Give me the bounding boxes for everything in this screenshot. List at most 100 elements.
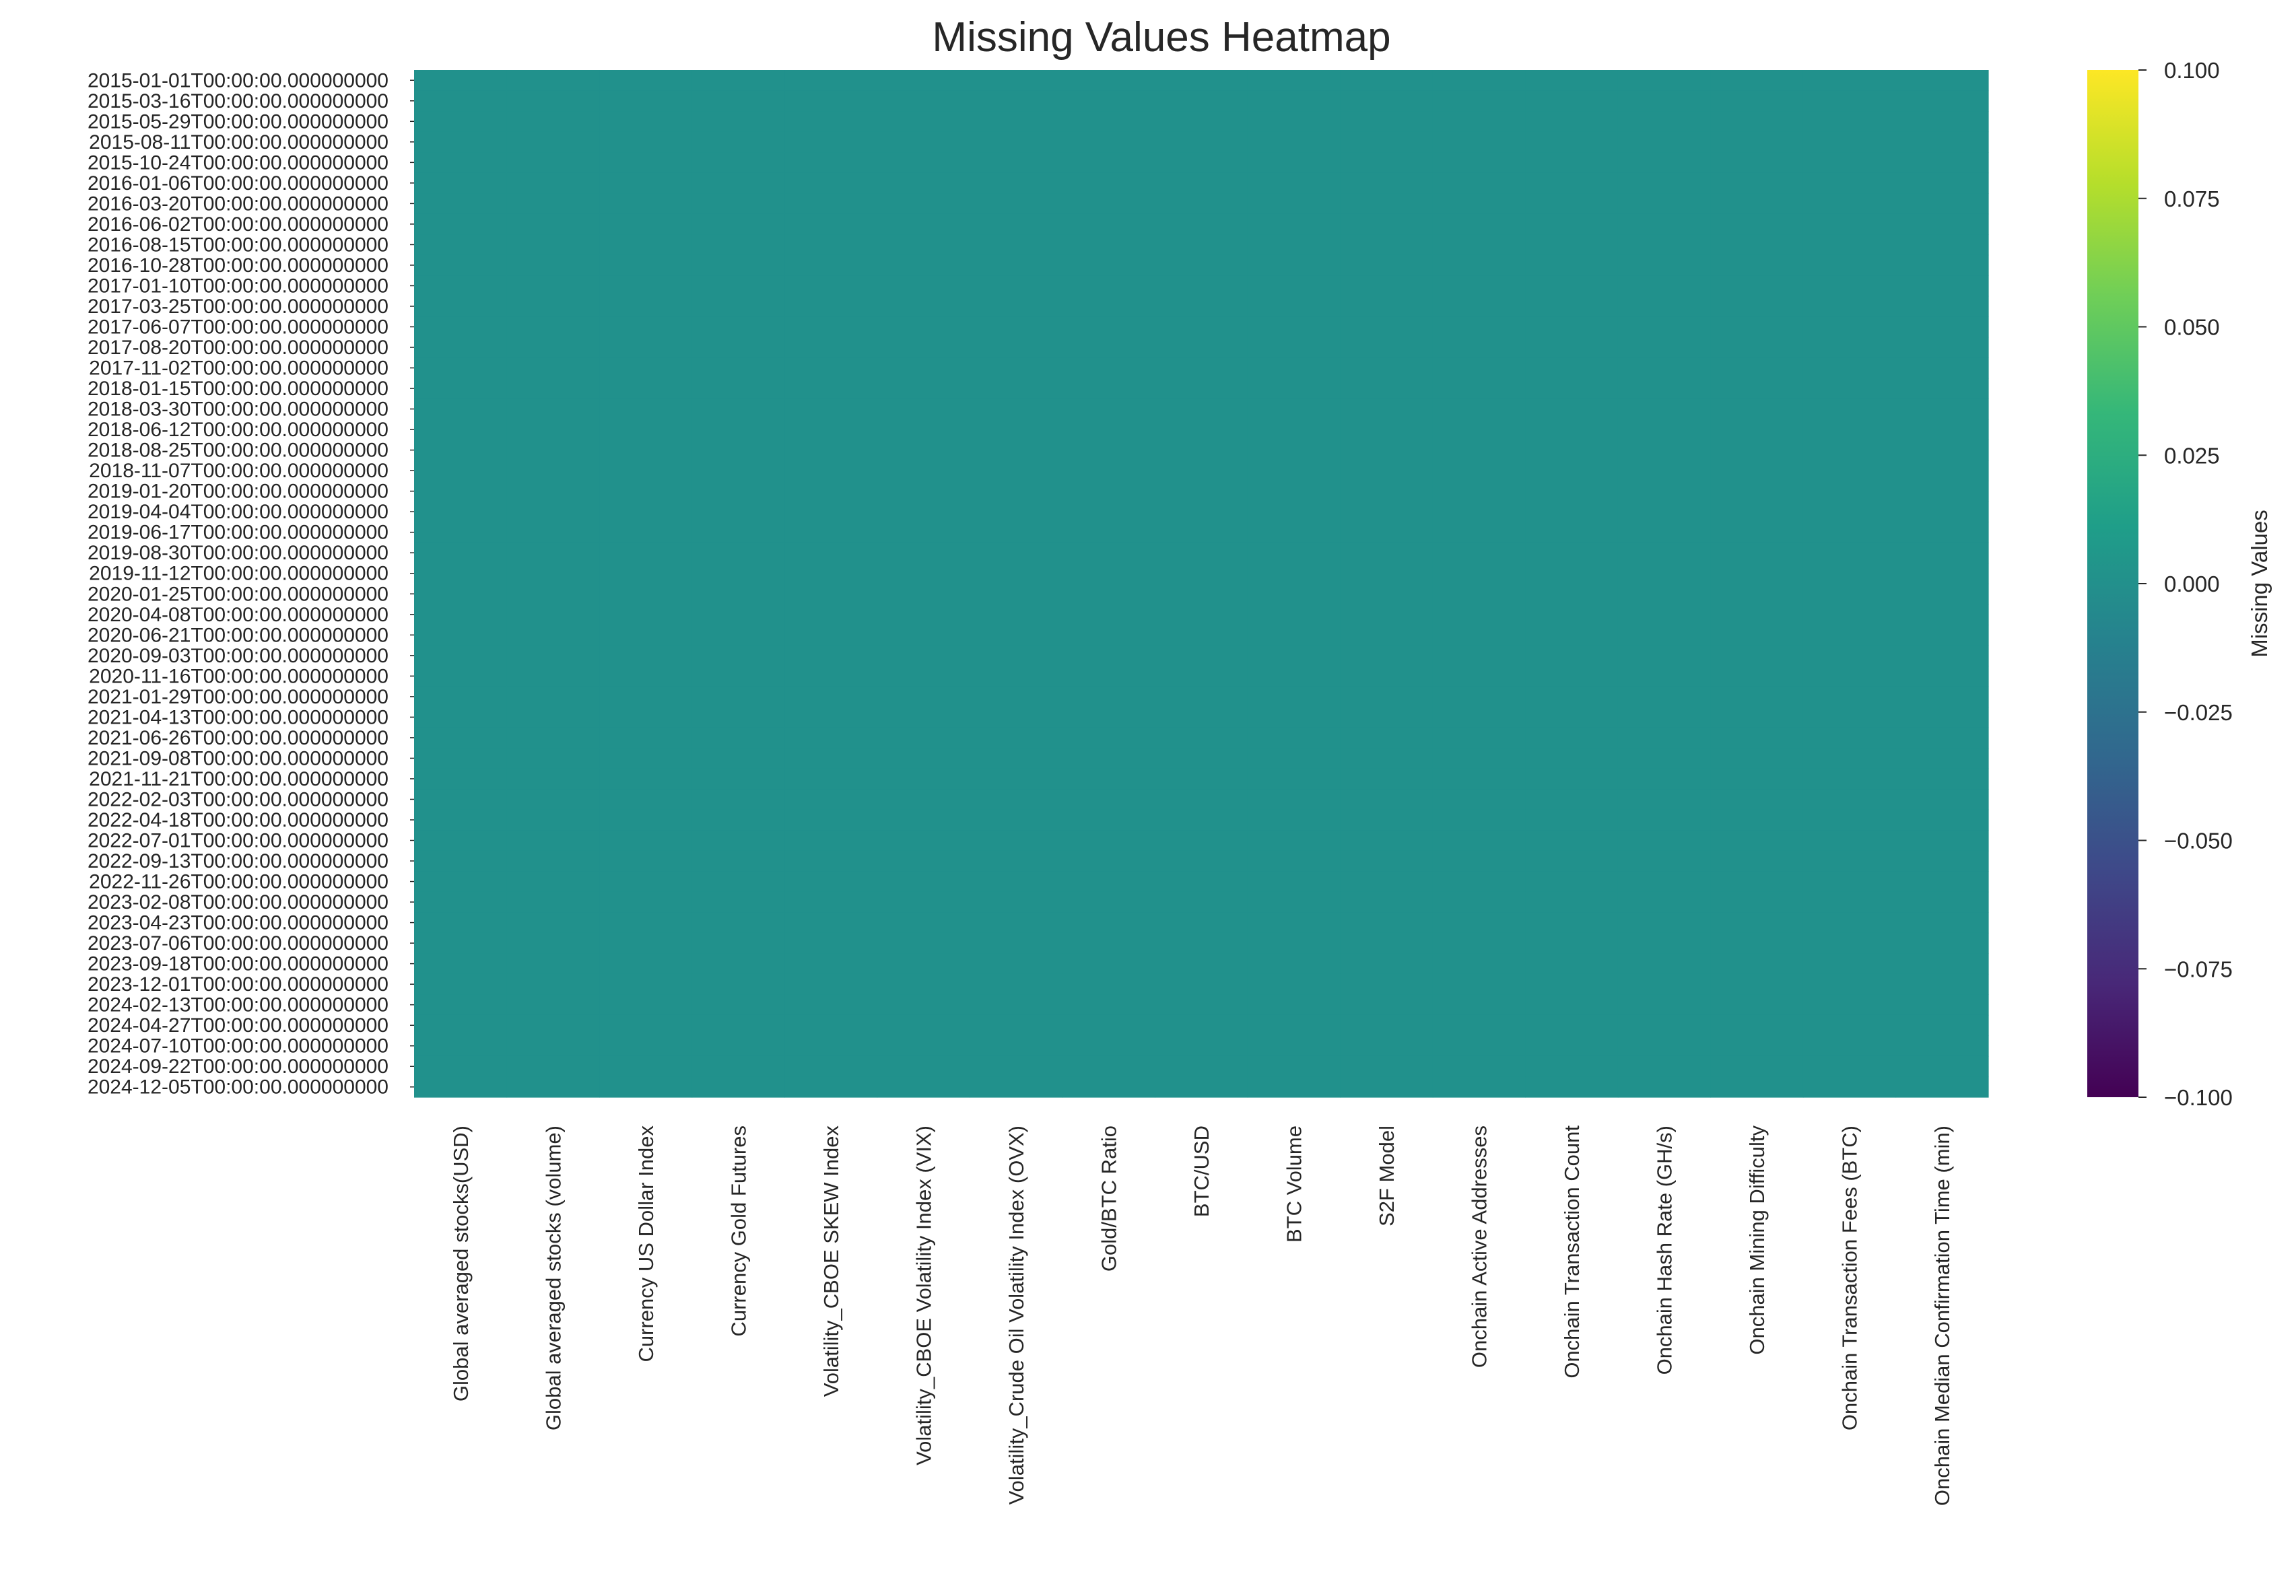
heatmap-cell <box>599 193 693 215</box>
heatmap-cell <box>1340 70 1433 92</box>
heatmap-cell <box>691 912 785 934</box>
heatmap-cell <box>784 193 878 215</box>
heatmap-cell <box>691 1076 785 1098</box>
heatmap-cell <box>784 1014 878 1037</box>
colorbar-tick-label: 0.000 <box>2164 571 2220 596</box>
heatmap-cell <box>1802 275 1897 297</box>
heatmap-cell <box>414 1076 508 1098</box>
heatmap-cell <box>1710 1076 1804 1098</box>
y-tick-label: 2022-11-26T00:00:00.000000000 <box>89 871 389 893</box>
heatmap-cell <box>970 604 1063 625</box>
heatmap-cell <box>599 542 693 564</box>
x-tick-label: BTC Volume <box>1283 1125 1306 1243</box>
heatmap-cell <box>970 584 1063 605</box>
heatmap-cell <box>1525 542 1619 564</box>
heatmap-cell <box>506 645 600 666</box>
heatmap-cell <box>1802 398 1897 420</box>
y-tick-label: 2020-09-03T00:00:00.000000000 <box>88 645 389 667</box>
heatmap-cell <box>506 522 600 543</box>
heatmap-cell <box>691 481 785 502</box>
heatmap-cell <box>1340 234 1433 256</box>
heatmap-cell <box>877 871 970 893</box>
heatmap-cell <box>1247 501 1341 523</box>
heatmap-cell <box>1895 275 1989 297</box>
heatmap-cell <box>1155 419 1248 440</box>
heatmap-cell <box>599 398 693 420</box>
heatmap-cell <box>877 193 970 215</box>
colorbar-tick-label: 0.050 <box>2164 315 2220 340</box>
heatmap-cell <box>1895 254 1989 276</box>
heatmap-cell <box>784 481 878 502</box>
y-tick-label: 2017-01-10T00:00:00.000000000 <box>88 275 389 297</box>
heatmap-cell <box>877 296 970 317</box>
heatmap-cell <box>1525 234 1619 256</box>
heatmap-cell <box>1617 1035 1712 1057</box>
heatmap-cell <box>1895 727 1989 749</box>
heatmap-cell <box>1155 193 1248 215</box>
heatmap-cell <box>1710 542 1804 564</box>
heatmap-cell <box>599 90 693 112</box>
heatmap-cell <box>1525 1076 1619 1098</box>
heatmap-cell <box>784 604 878 625</box>
heatmap-cell <box>691 542 785 564</box>
heatmap-cell <box>1710 686 1804 707</box>
heatmap-cell <box>599 152 693 174</box>
y-tick-label: 2017-06-07T00:00:00.000000000 <box>88 316 389 339</box>
heatmap-cell <box>1895 604 1989 625</box>
heatmap-cell <box>1895 398 1989 420</box>
heatmap-cell <box>1062 625 1155 646</box>
colorbar-tick-label: 0.100 <box>2164 58 2220 83</box>
heatmap-cell <box>1247 563 1341 584</box>
heatmap-cell <box>1617 213 1712 235</box>
heatmap-cell <box>1525 316 1619 338</box>
heatmap-cell <box>1062 871 1155 893</box>
colorbar-ticks: 0.100 0.075 0.050 0.025 0.000 −0.025 −0.050 −0.… <box>2138 58 2233 1110</box>
heatmap-cell <box>970 378 1063 399</box>
heatmap-cell <box>1062 419 1155 440</box>
heatmap-cell <box>970 830 1063 852</box>
heatmap-cell <box>1155 1014 1248 1037</box>
heatmap-cell <box>784 1035 878 1057</box>
heatmap-cell <box>691 604 785 625</box>
heatmap-cell <box>877 460 970 481</box>
heatmap-cell <box>1525 440 1619 461</box>
y-tick-label: 2020-04-08T00:00:00.000000000 <box>88 604 389 626</box>
heatmap-cell <box>1155 172 1248 194</box>
heatmap-cell <box>1247 932 1341 954</box>
heatmap-cell <box>414 337 508 358</box>
heatmap-cell <box>1525 748 1619 769</box>
heatmap-cell <box>506 542 600 564</box>
heatmap-cell <box>970 419 1063 440</box>
heatmap-cell <box>1247 973 1341 995</box>
heatmap-cell <box>877 542 970 564</box>
heatmap-cell <box>506 501 600 523</box>
heatmap-cell <box>1802 193 1897 215</box>
heatmap-cell <box>1710 973 1804 995</box>
heatmap-cell <box>506 296 600 317</box>
heatmap-cell <box>1340 296 1433 317</box>
heatmap-cell <box>1340 645 1433 666</box>
heatmap-cell <box>1802 542 1897 564</box>
heatmap-cell <box>970 707 1063 728</box>
heatmap-cell <box>1155 357 1248 379</box>
heatmap-cell <box>414 440 508 461</box>
heatmap-cell <box>1802 645 1897 666</box>
heatmap-cell <box>970 645 1063 666</box>
heatmap-cell <box>1340 1055 1433 1078</box>
heatmap-cell <box>877 522 970 543</box>
heatmap-cell <box>970 522 1063 543</box>
heatmap-cell <box>1710 666 1804 687</box>
heatmap-cell <box>599 1035 693 1057</box>
x-tick-label: Global averaged stocks (volume) <box>541 1125 565 1430</box>
heatmap-cell <box>1617 481 1712 502</box>
heatmap-cell <box>1062 1055 1155 1078</box>
heatmap-cell <box>506 131 600 153</box>
heatmap-cell <box>1710 830 1804 852</box>
heatmap-cell <box>1710 254 1804 276</box>
heatmap-cell <box>691 111 785 133</box>
heatmap-cell <box>784 234 878 256</box>
heatmap-cell <box>1895 953 1989 975</box>
heatmap-cell <box>599 666 693 687</box>
heatmap-cell <box>1247 707 1341 728</box>
heatmap-cell <box>1155 666 1248 687</box>
